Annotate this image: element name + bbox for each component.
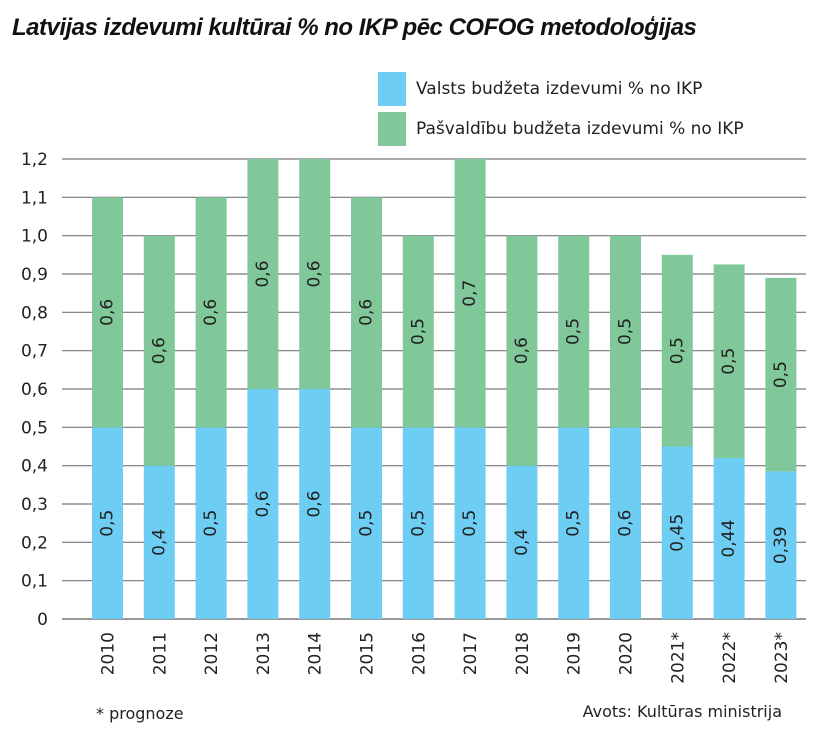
data-label: 0,4 xyxy=(512,529,532,556)
bar-segment-valsts xyxy=(299,389,331,619)
data-label: 0,5 xyxy=(357,510,377,537)
legend-item-valsts: Valsts budžeta izdevumi % no IKP xyxy=(378,72,702,106)
bar-segment-pasvaldibu xyxy=(713,264,745,458)
x-tick-label: 2010 xyxy=(99,632,119,675)
y-tick-label: 0,6 xyxy=(21,380,48,400)
bar-segment-valsts xyxy=(558,427,590,619)
data-label: 0,6 xyxy=(253,260,273,287)
data-label: 0,6 xyxy=(616,510,636,537)
bar-segment-valsts xyxy=(506,465,538,619)
bar-segment-pasvaldibu xyxy=(351,197,382,428)
x-tick-label: 2014 xyxy=(306,632,326,675)
data-label: 0,6 xyxy=(253,490,273,517)
bar-segment-pasvaldibu xyxy=(402,235,434,428)
bar-segment-valsts xyxy=(454,427,486,619)
bar-segment-pasvaldibu xyxy=(765,277,797,472)
data-label: 0,5 xyxy=(564,318,584,345)
data-label: 0,5 xyxy=(616,318,636,345)
bar-segment-pasvaldibu xyxy=(247,159,279,389)
legend-label: Valsts budžeta izdevumi % no IKP xyxy=(416,79,703,99)
bar-segment-pasvaldibu xyxy=(143,235,175,466)
y-tick-label: 1,2 xyxy=(21,150,48,170)
data-label: 0,44 xyxy=(719,520,739,558)
x-tick-label: 2020 xyxy=(617,632,637,675)
bar-segment-valsts xyxy=(247,389,279,619)
bar-segment-pasvaldibu xyxy=(661,254,693,447)
y-tick-label: 0,1 xyxy=(21,572,48,592)
x-tick-label: 2022* xyxy=(720,632,740,684)
x-tick-label: 2013 xyxy=(254,632,274,675)
data-label: 0,6 xyxy=(305,490,325,517)
bar-segment-pasvaldibu xyxy=(454,159,486,428)
bar-segment-valsts xyxy=(402,427,434,619)
data-label: 0,5 xyxy=(564,510,584,537)
data-label: 0,5 xyxy=(98,510,118,537)
data-label: 0,5 xyxy=(460,510,480,537)
bar-segment-valsts xyxy=(195,427,227,619)
data-label: 0,6 xyxy=(357,299,377,326)
data-label: 0,4 xyxy=(149,529,169,556)
legend-swatch-green xyxy=(378,112,406,146)
y-tick-label: 0,8 xyxy=(21,303,48,323)
y-tick-label: 0,7 xyxy=(21,342,48,362)
x-tick-label: 2019 xyxy=(565,632,585,675)
chart-title: Latvijas izdevumi kultūrai % no IKP pēc … xyxy=(12,14,697,41)
y-tick-label: 0,5 xyxy=(21,418,48,438)
data-label: 0,5 xyxy=(408,318,428,345)
data-label: 0,5 xyxy=(408,510,428,537)
bar-segment-valsts xyxy=(92,427,123,619)
x-tick-label: 2015 xyxy=(358,632,378,675)
footnote: * prognoze xyxy=(96,704,184,723)
y-tick-label: 0,9 xyxy=(21,265,48,285)
legend-label: Pašvaldību budžeta izdevumi % no IKP xyxy=(416,119,744,139)
data-label: 0,5 xyxy=(201,510,221,537)
bar-segment-valsts xyxy=(610,427,641,619)
bar-segment-valsts xyxy=(661,446,693,619)
y-tick-label: 0,4 xyxy=(21,457,48,477)
data-label: 0,6 xyxy=(512,337,532,364)
bar-segment-pasvaldibu xyxy=(299,159,331,389)
data-label: 0,6 xyxy=(201,299,221,326)
x-tick-label: 2021* xyxy=(668,632,688,684)
bar-segment-pasvaldibu xyxy=(92,197,123,428)
x-tick-label: 2017 xyxy=(461,632,481,675)
y-tick-label: 0,3 xyxy=(21,495,48,515)
bar-segment-valsts xyxy=(143,465,175,619)
data-label: 0,45 xyxy=(667,514,687,552)
data-label: 0,6 xyxy=(305,260,325,287)
data-label: 0,5 xyxy=(667,337,687,364)
y-tick-label: 0 xyxy=(37,610,48,630)
data-label: 0,39 xyxy=(771,526,791,564)
x-tick-label: 2023* xyxy=(772,632,792,684)
bar-segment-valsts xyxy=(713,458,745,619)
y-tick-label: 0,2 xyxy=(21,533,48,553)
data-label: 0,6 xyxy=(149,337,169,364)
x-tick-label: 2011 xyxy=(150,632,170,675)
data-label: 0,7 xyxy=(460,280,480,307)
y-tick-label: 1,1 xyxy=(21,188,48,208)
bar-segment-pasvaldibu xyxy=(195,197,227,428)
legend-item-pasvaldibu: Pašvaldību budžeta izdevumi % no IKP xyxy=(378,112,744,146)
x-tick-label: 2012 xyxy=(202,632,222,675)
bar-segment-valsts xyxy=(765,471,797,619)
x-tick-label: 2018 xyxy=(513,632,533,675)
x-tick-label: 2016 xyxy=(409,632,429,675)
data-label: 0,6 xyxy=(98,299,118,326)
data-label: 0,5 xyxy=(719,348,739,375)
source-note: Avots: Kultūras ministrija xyxy=(582,702,782,721)
data-label: 0,5 xyxy=(771,361,791,388)
bar-segment-pasvaldibu xyxy=(506,235,538,466)
y-tick-label: 1,0 xyxy=(21,227,48,247)
bar-segment-valsts xyxy=(351,427,382,619)
legend-swatch-blue xyxy=(378,72,406,106)
bar-segment-pasvaldibu xyxy=(558,235,590,428)
bar-segment-pasvaldibu xyxy=(610,235,641,428)
